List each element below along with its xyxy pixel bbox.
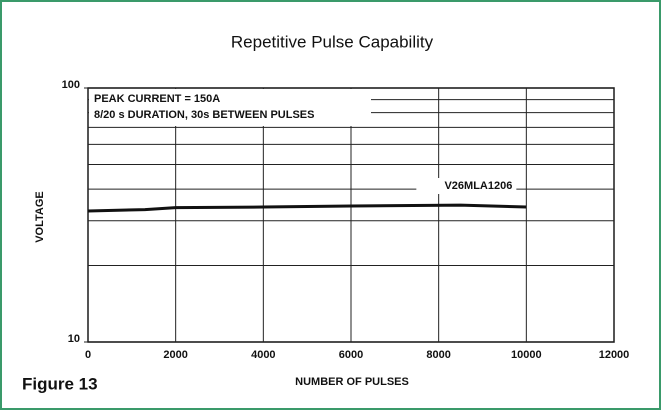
chart-title: Repetitive Pulse Capability: [231, 32, 434, 51]
annotation-box: [89, 89, 371, 126]
x-tick-label: 12000: [599, 349, 630, 361]
series-label-bg: [416, 178, 517, 195]
x-axis-label: NUMBER OF PULSES: [295, 376, 409, 388]
series-line: [87, 203, 527, 213]
annotation: 8/20 s DURATION, 30s BETWEEN PULSES: [94, 109, 314, 121]
y-tick-label: 100: [62, 79, 80, 91]
x-tick-label: 6000: [339, 349, 363, 361]
y-tick-label: 10: [68, 333, 80, 345]
x-tick-label: 0: [85, 349, 91, 361]
figure-label: Figure 13: [22, 374, 98, 393]
series-label: V26MLA1206: [444, 180, 512, 192]
x-tick-label: 2000: [163, 349, 187, 361]
x-tick-label: 10000: [511, 349, 542, 361]
annotation: PEAK CURRENT = 150A: [94, 93, 220, 105]
x-tick-label: 4000: [251, 349, 275, 361]
y-axis-label: VOLTAGE: [34, 191, 46, 243]
x-tick-label: 8000: [426, 349, 450, 361]
